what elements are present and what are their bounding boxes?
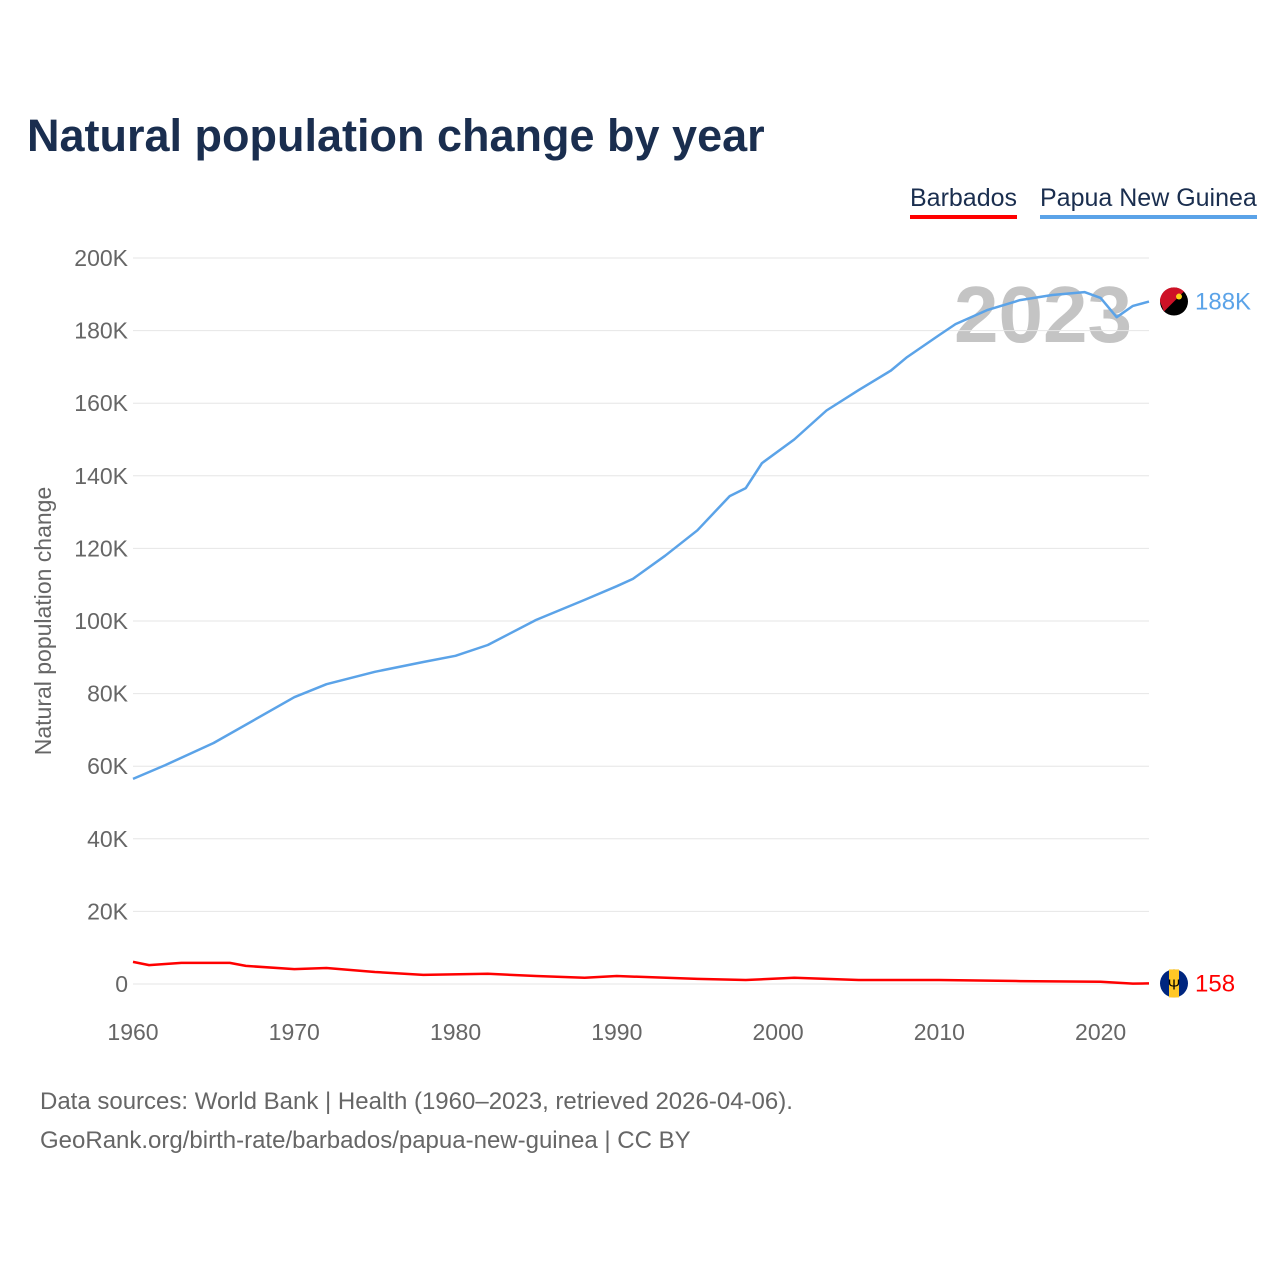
year-watermark: 2023 (954, 270, 1132, 359)
x-tick-label: 1990 (591, 1019, 642, 1045)
x-tick-label: 2000 (752, 1019, 803, 1045)
y-tick-label: 140K (74, 463, 128, 489)
x-tick-label: 1980 (430, 1019, 481, 1045)
bird-icon (1176, 293, 1182, 300)
y-tick-label: 80K (87, 681, 129, 707)
y-tick-label: 160K (74, 390, 128, 416)
chart-title: Natural population change by year (27, 110, 765, 161)
series-line-barbados (132, 960, 1150, 985)
y-tick-label: 120K (74, 535, 128, 561)
legend-papua-new-guinea[interactable]: Papua New Guinea (1040, 184, 1257, 219)
y-tick-label: 60K (87, 753, 129, 779)
trident-icon: Ψ (1168, 976, 1181, 993)
flag-stripe (1169, 969, 1179, 998)
end-value-label: 188K (1195, 289, 1251, 316)
x-tick-label: 1960 (107, 1019, 158, 1045)
y-tick-label: 200K (74, 245, 128, 271)
end-value-label: 158 (1195, 970, 1235, 997)
y-tick-label: 40K (87, 826, 129, 852)
flag-red-half (1159, 287, 1184, 312)
x-tick-label: 2020 (1075, 1019, 1126, 1045)
x-tick-label: 2010 (914, 1019, 965, 1045)
legend-barbados[interactable]: Barbados (910, 184, 1018, 219)
y-tick-label: 20K (87, 898, 129, 924)
y-tick-label: 100K (74, 608, 128, 634)
series-line-papua-new-guinea (132, 290, 1150, 781)
x-tick-label: 1970 (269, 1019, 320, 1045)
source-line-1: Data sources: World Bank | Health (1960–… (40, 1088, 793, 1115)
y-tick-label: 0 (115, 971, 128, 997)
y-tick-label: 180K (74, 318, 128, 344)
source-line-2[interactable]: GeoRank.org/birth-rate/barbados/papua-ne… (40, 1127, 691, 1154)
y-axis-label: Natural population change (30, 487, 56, 756)
